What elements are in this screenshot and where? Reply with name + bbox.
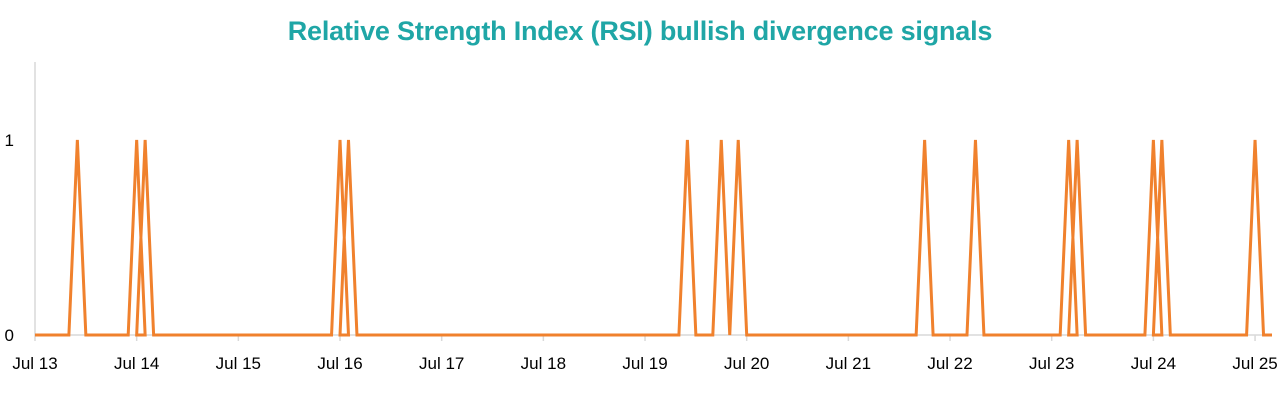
x-tick-label: Jul 20 xyxy=(724,354,769,373)
y-tick-label: 0 xyxy=(5,326,14,345)
x-tick-label: Jul 15 xyxy=(216,354,261,373)
x-tick-label: Jul 22 xyxy=(927,354,972,373)
x-tick-label: Jul 23 xyxy=(1029,354,1074,373)
x-tick-label: Jul 16 xyxy=(317,354,362,373)
x-tick-label: Jul 19 xyxy=(622,354,667,373)
y-axis-tick-labels: 01 xyxy=(5,131,14,345)
x-tick-label: Jul 21 xyxy=(826,354,871,373)
x-tick-label: Jul 13 xyxy=(12,354,57,373)
x-tick-label: Jul 25 xyxy=(1232,354,1277,373)
x-tick-label: Jul 17 xyxy=(419,354,464,373)
signal-series-line xyxy=(35,139,1272,337)
x-tick-label: Jul 14 xyxy=(114,354,159,373)
x-tick-label: Jul 24 xyxy=(1131,354,1176,373)
x-axis-tick-labels: Jul 13 Jul 14 Jul 15 Jul 16 Jul 17 Jul 18 Jul … xyxy=(12,354,1277,373)
y-tick-label: 1 xyxy=(5,131,14,150)
x-tick-label: Jul 18 xyxy=(521,354,566,373)
chart-title: Relative Strength Index (RSI) bullish di… xyxy=(287,16,993,46)
